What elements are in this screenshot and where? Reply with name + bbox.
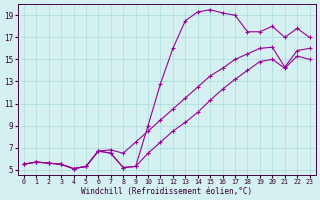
X-axis label: Windchill (Refroidissement éolien,°C): Windchill (Refroidissement éolien,°C) [81, 187, 252, 196]
